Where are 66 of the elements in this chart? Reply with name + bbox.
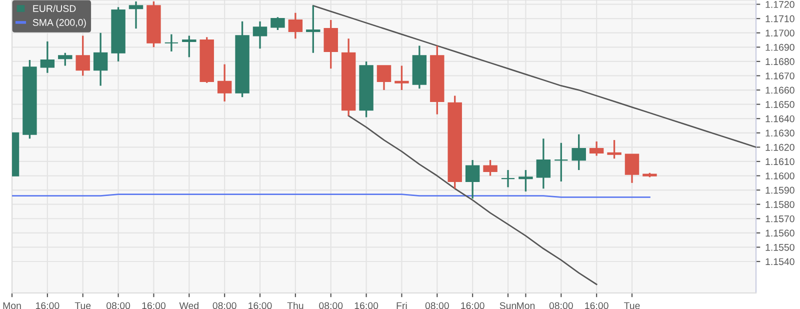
candlestick [58, 52, 72, 67]
x-tick-label: 08:00 [549, 302, 573, 309]
y-tick-label: 1.1630 [766, 130, 794, 137]
candlestick [76, 34, 90, 77]
candlestick [40, 40, 55, 74]
y-tick-label: 1.1610 [766, 158, 794, 166]
x-tick-label: Sun [500, 302, 516, 309]
candlestick [376, 64, 392, 91]
y-tick-label: 1.1670 [766, 72, 794, 80]
candlestick [465, 159, 480, 200]
y-tick-label: 1.1560 [766, 230, 794, 237]
x-tick-label: 08:00 [319, 302, 343, 309]
x-tick-label: 08:00 [425, 302, 449, 309]
candlestick [500, 169, 516, 188]
candlestick [536, 138, 551, 190]
y-tick-label: 1.1710 [766, 15, 794, 22]
x-tick-label: 16:00 [354, 302, 378, 309]
y-tick-label: 1.1540 [766, 258, 794, 266]
candlestick [483, 159, 498, 177]
candlestick [607, 139, 622, 160]
y-tick-label: 1.1570 [766, 215, 794, 222]
y-tick-label: 1.1600 [766, 172, 794, 180]
y-tick-label: 1.1590 [766, 186, 794, 194]
y-tick-label: 1.1550 [766, 244, 794, 251]
x-tick-label: 16:00 [248, 302, 272, 309]
candlestick [518, 169, 533, 192]
legend-label: EUR/USD [33, 4, 76, 12]
candlestick [252, 20, 268, 50]
x-tick-label: Mon [3, 302, 21, 309]
x-tick-label: 08:00 [212, 302, 236, 309]
candlestick [394, 64, 409, 91]
y-tick-label: 1.1620 [766, 144, 794, 151]
x-tick-label: Fri [396, 302, 407, 309]
x-tick-label: 16:00 [142, 302, 166, 309]
x-tick-label: 08:00 [106, 302, 130, 309]
y-tick-label: 1.1680 [766, 58, 794, 66]
candlestick [624, 153, 640, 184]
y-tick-label: 1.1580 [766, 201, 794, 208]
candlestick [164, 33, 179, 52]
candlestick [217, 63, 232, 102]
y-tick-label: 1.1650 [766, 101, 794, 108]
line-series [348, 115, 598, 286]
legend-label: SMA (200,0) [32, 18, 86, 28]
x-tick-label: Mon [517, 302, 535, 309]
x-tick-label: Tue [624, 302, 640, 309]
y-tick-label: 1.1690 [766, 44, 794, 51]
y-tick-label: 1.1720 [766, 1, 794, 8]
candlestick [572, 133, 586, 171]
candlestick [128, 0, 144, 30]
y-tick-label: 1.1700 [766, 30, 794, 36]
y-tick-label: 1.1660 [766, 86, 794, 94]
candlestick [270, 16, 285, 31]
candlestick [306, 4, 320, 54]
x-tick-label: Thu [287, 302, 304, 309]
candlestick [554, 142, 568, 182]
x-tick-label: 16:00 [461, 302, 484, 309]
candlestick [288, 12, 303, 40]
x-tick-label: 16:00 [36, 302, 60, 309]
candlestick [324, 19, 338, 70]
x-tick-label: Wed [179, 302, 198, 309]
candlestick [182, 34, 196, 58]
y-tick-label: 1.1640 [766, 115, 794, 122]
x-tick-label: 16:00 [585, 302, 608, 309]
candlestick [93, 32, 108, 87]
candlestick [589, 140, 604, 157]
x-tick-label: Tue [74, 302, 91, 309]
